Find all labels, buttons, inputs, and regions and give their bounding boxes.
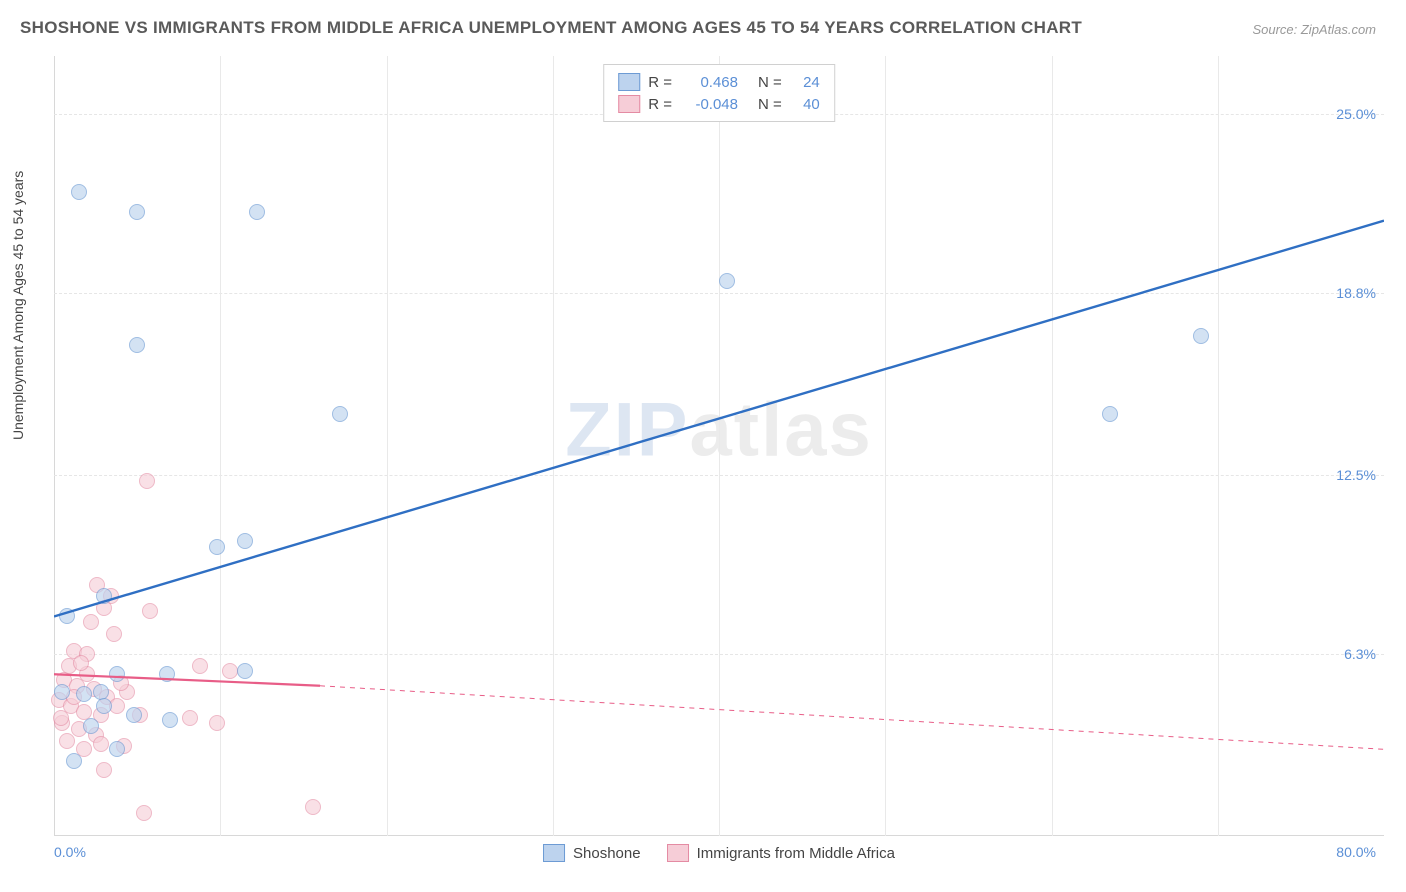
y-tick-label: 25.0% <box>1336 106 1376 122</box>
grid-line-v <box>719 56 720 836</box>
data-point-immigrants <box>106 626 122 642</box>
data-point-shoshone <box>76 686 92 702</box>
data-point-immigrants <box>96 762 112 778</box>
data-point-shoshone <box>54 684 70 700</box>
data-point-immigrants <box>192 658 208 674</box>
source-label: Source: ZipAtlas.com <box>1252 22 1376 37</box>
data-point-immigrants <box>305 799 321 815</box>
legend-n-value: 40 <box>790 96 820 113</box>
series-legend: Shoshone Immigrants from Middle Africa <box>543 844 895 862</box>
x-tick-label: 0.0% <box>54 844 86 860</box>
data-point-immigrants <box>93 736 109 752</box>
legend-n-label: N = <box>758 96 782 113</box>
legend-item-shoshone: Shoshone <box>543 844 641 862</box>
data-point-shoshone <box>96 698 112 714</box>
y-tick-label: 6.3% <box>1344 646 1376 662</box>
data-point-shoshone <box>109 666 125 682</box>
grid-line-v <box>1218 56 1219 836</box>
legend-n-label: N = <box>758 74 782 91</box>
legend-label: Immigrants from Middle Africa <box>697 845 895 862</box>
legend-row: R = 0.468 N = 24 <box>618 71 820 93</box>
y-axis-label: Unemployment Among Ages 45 to 54 years <box>10 171 26 440</box>
data-point-immigrants <box>53 710 69 726</box>
grid-line-v <box>885 56 886 836</box>
data-point-immigrants <box>222 663 238 679</box>
data-point-immigrants <box>83 614 99 630</box>
data-point-shoshone <box>209 539 225 555</box>
data-point-shoshone <box>237 663 253 679</box>
data-point-shoshone <box>83 718 99 734</box>
legend-r-value: 0.468 <box>680 74 738 91</box>
data-point-shoshone <box>126 707 142 723</box>
data-point-shoshone <box>71 184 87 200</box>
data-point-shoshone <box>96 588 112 604</box>
data-point-shoshone <box>109 741 125 757</box>
data-point-shoshone <box>129 204 145 220</box>
data-point-shoshone <box>66 753 82 769</box>
grid-line-v <box>553 56 554 836</box>
data-point-shoshone <box>1102 406 1118 422</box>
data-point-immigrants <box>136 805 152 821</box>
legend-label: Shoshone <box>573 845 641 862</box>
data-point-shoshone <box>332 406 348 422</box>
legend-n-value: 24 <box>790 74 820 91</box>
legend-swatch-immigrants <box>667 844 689 862</box>
data-point-shoshone <box>249 204 265 220</box>
legend-row: R = -0.048 N = 40 <box>618 93 820 115</box>
data-point-shoshone <box>93 684 109 700</box>
legend-r-label: R = <box>648 74 672 91</box>
grid-line-v <box>1052 56 1053 836</box>
legend-swatch-shoshone <box>618 73 640 91</box>
data-point-shoshone <box>159 666 175 682</box>
legend-r-value: -0.048 <box>680 96 738 113</box>
legend-r-label: R = <box>648 96 672 113</box>
y-tick-label: 12.5% <box>1336 467 1376 483</box>
legend-swatch-immigrants <box>618 95 640 113</box>
data-point-shoshone <box>129 337 145 353</box>
data-point-shoshone <box>719 273 735 289</box>
chart-title: SHOSHONE VS IMMIGRANTS FROM MIDDLE AFRIC… <box>20 18 1082 38</box>
legend-item-immigrants: Immigrants from Middle Africa <box>667 844 895 862</box>
legend-swatch-shoshone <box>543 844 565 862</box>
watermark-right: atlas <box>690 388 873 473</box>
data-point-immigrants <box>139 473 155 489</box>
data-point-immigrants <box>59 733 75 749</box>
y-tick-label: 18.8% <box>1336 285 1376 301</box>
x-tick-label: 80.0% <box>1336 844 1376 860</box>
data-point-shoshone <box>1193 328 1209 344</box>
data-point-shoshone <box>59 608 75 624</box>
data-point-shoshone <box>162 712 178 728</box>
data-point-shoshone <box>237 533 253 549</box>
data-point-immigrants <box>142 603 158 619</box>
watermark-left: ZIP <box>565 388 689 473</box>
correlation-legend: R = 0.468 N = 24 R = -0.048 N = 40 <box>603 64 835 122</box>
data-point-immigrants <box>73 655 89 671</box>
data-point-immigrants <box>209 715 225 731</box>
grid-line-v <box>387 56 388 836</box>
chart-plot-area: ZIPatlas 6.3% 12.5% 18.8% 25.0% R = 0.468 N… <box>54 56 1384 836</box>
data-point-immigrants <box>182 710 198 726</box>
